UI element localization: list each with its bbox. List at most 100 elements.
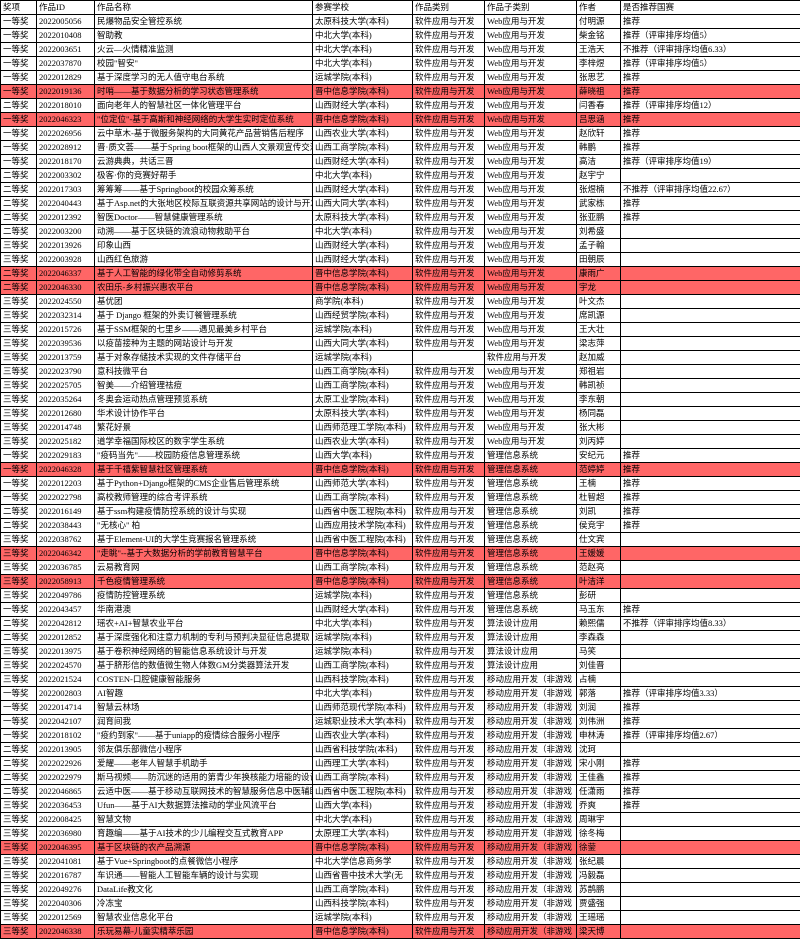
table-cell: 晋中信息学院(本科)	[313, 267, 413, 281]
table-cell: 管理信息系统	[485, 519, 577, 533]
table-cell: 2022038443	[37, 519, 95, 533]
table-cell: 软件应用与开发	[413, 337, 485, 351]
table-cell: 张亚鹏	[577, 211, 621, 225]
table-cell: 基于人工智能的绿化带全自动修剪系统	[95, 267, 313, 281]
table-row: 三等奖2022025705智美——介绍管理祛痘山西工商学院(本科)软件应用与开发…	[1, 379, 800, 393]
table-cell: 基于SSM框架的七里乡——遇见最美乡村平台	[95, 323, 313, 337]
table-cell: 赵宇宁	[577, 169, 621, 183]
table-row: 一等奖2022012829基于深度学习的无人值守电台系统运城学院(本科)软件应用…	[1, 71, 800, 85]
table-cell: 推荐	[621, 603, 800, 617]
table-cell: 推荐	[621, 771, 800, 785]
table-cell: 二等奖	[1, 757, 37, 771]
table-cell: 山西财经大学(本科)	[313, 155, 413, 169]
table-cell: 管理信息系统	[485, 477, 577, 491]
table-cell: 中北大学(本科)	[313, 57, 413, 71]
table-cell: 宋小刚	[577, 757, 621, 771]
table-cell: 三等奖	[1, 365, 37, 379]
table-cell: 三等奖	[1, 575, 37, 589]
table-row: 三等奖2022024550基优团商学院(本科)软件应用与开发Web应用与开发叶文…	[1, 295, 800, 309]
table-cell: 推荐	[621, 85, 800, 99]
table-cell: 中北大学(本科)	[313, 225, 413, 239]
table-cell	[621, 547, 800, 561]
table-cell: Web应用与开发	[485, 365, 577, 379]
table-cell: 软件应用与开发	[413, 631, 485, 645]
table-cell: 移动应用开发（非游戏	[485, 813, 577, 827]
table-cell: 2022036453	[37, 799, 95, 813]
table-row: 二等奖2022003302极客·你的竞赛好帮手中北大学(本科)软件应用与开发We…	[1, 169, 800, 183]
column-header: 作品名称	[95, 1, 313, 15]
table-cell: 2022013905	[37, 743, 95, 757]
column-header: 作品子类别	[485, 1, 577, 15]
table-cell: 赵加威	[577, 351, 621, 365]
table-cell	[621, 925, 800, 939]
table-row: 三等奖2022012680华术设计协作平台太原科技大学(本科)软件应用与开发We…	[1, 407, 800, 421]
table-cell: 推荐	[621, 701, 800, 715]
table-cell: 软件应用与开发	[413, 127, 485, 141]
table-cell	[621, 533, 800, 547]
table-cell: 山西省中医工程院(本科)	[313, 533, 413, 547]
table-cell	[621, 225, 800, 239]
table-cell: 软件应用与开发	[413, 253, 485, 267]
table-cell: 2022028912	[37, 141, 95, 155]
table-cell: 软件应用与开发	[413, 925, 485, 939]
table-row: 三等奖2022046338乐玩易幕-儿童实精萃乐园晋中信息学院(本科)软件应用与…	[1, 925, 800, 939]
table-cell: Web应用与开发	[485, 379, 577, 393]
table-cell: 侯竞宇	[577, 519, 621, 533]
table-cell: 软件应用与开发	[413, 897, 485, 911]
table-cell: 三等奖	[1, 253, 37, 267]
table-cell: 2022005056	[37, 15, 95, 29]
table-cell: 2022014748	[37, 421, 95, 435]
table-cell: 安纪元	[577, 449, 621, 463]
table-cell: 三等奖	[1, 379, 37, 393]
table-cell: 三等奖	[1, 323, 37, 337]
table-cell: 移动应用开发（非游戏	[485, 687, 577, 701]
table-cell: 移动应用开发（非游戏	[485, 855, 577, 869]
table-cell: Web应用与开发	[485, 323, 577, 337]
table-row: 三等奖2022049276DataLife教文化山西工商学院(本科)软件应用与开…	[1, 883, 800, 897]
table-cell: 山西省中医工程院(本科)	[313, 505, 413, 519]
table-cell: 运城学院(本科)	[313, 911, 413, 925]
table-cell: 推荐	[621, 211, 800, 225]
table-cell: 张纪晨	[577, 855, 621, 869]
table-cell: 李梓煜	[577, 57, 621, 71]
table-cell: 张煜楠	[577, 183, 621, 197]
table-cell: 山西工商学院(本科)	[313, 141, 413, 155]
table-cell: 软件应用与开发	[413, 911, 485, 925]
table-cell: 2022041081	[37, 855, 95, 869]
table-cell: 2022038762	[37, 533, 95, 547]
table-cell: 车识通——智能人工智能车辆的设计与实现	[95, 869, 313, 883]
table-cell: Web应用与开发	[485, 197, 577, 211]
table-cell: 徐蓥	[577, 841, 621, 855]
table-cell: 山西省晋中技术大学(无	[313, 869, 413, 883]
table-cell: 软件应用与开发	[413, 603, 485, 617]
table-cell: 软件应用与开发	[413, 589, 485, 603]
table-cell: 校园"智安"	[95, 57, 313, 71]
table-cell: 管理信息系统	[485, 463, 577, 477]
table-cell: 推荐	[621, 449, 800, 463]
table-cell: 2022046337	[37, 267, 95, 281]
table-cell: 2022049276	[37, 883, 95, 897]
table-cell: 基于Asp.net的大张地区校际互联资源共享网站的设计与开发	[95, 197, 313, 211]
table-cell: 推荐（评审排序均值2.67）	[621, 729, 800, 743]
table-cell: 推荐	[621, 127, 800, 141]
table-cell: Web应用与开发	[485, 239, 577, 253]
table-cell	[621, 869, 800, 883]
table-cell: 软件应用与开发	[413, 239, 485, 253]
table-cell: 移动应用开发（非游戏	[485, 799, 577, 813]
table-cell: 三等奖	[1, 407, 37, 421]
table-cell: 2022013926	[37, 239, 95, 253]
table-cell: 一等奖	[1, 701, 37, 715]
table-cell: 梁志萍	[577, 337, 621, 351]
table-row: 二等奖2022022926爱耀——老年人智慧手机助手山西理工大学(本科)软件应用…	[1, 757, 800, 771]
table-cell: 中北大学(本科)	[313, 169, 413, 183]
table-cell: 2022003928	[37, 253, 95, 267]
table-cell: 三等奖	[1, 827, 37, 841]
table-cell: 山西省科技学院(本科)	[313, 743, 413, 757]
table-cell: 叶洁洋	[577, 575, 621, 589]
table-cell: 智助教	[95, 29, 313, 43]
table-cell: 2022046395	[37, 841, 95, 855]
table-cell: Web应用与开发	[485, 57, 577, 71]
table-cell: 2022003651	[37, 43, 95, 57]
table-cell: 2022012569	[37, 911, 95, 925]
table-cell	[621, 393, 800, 407]
